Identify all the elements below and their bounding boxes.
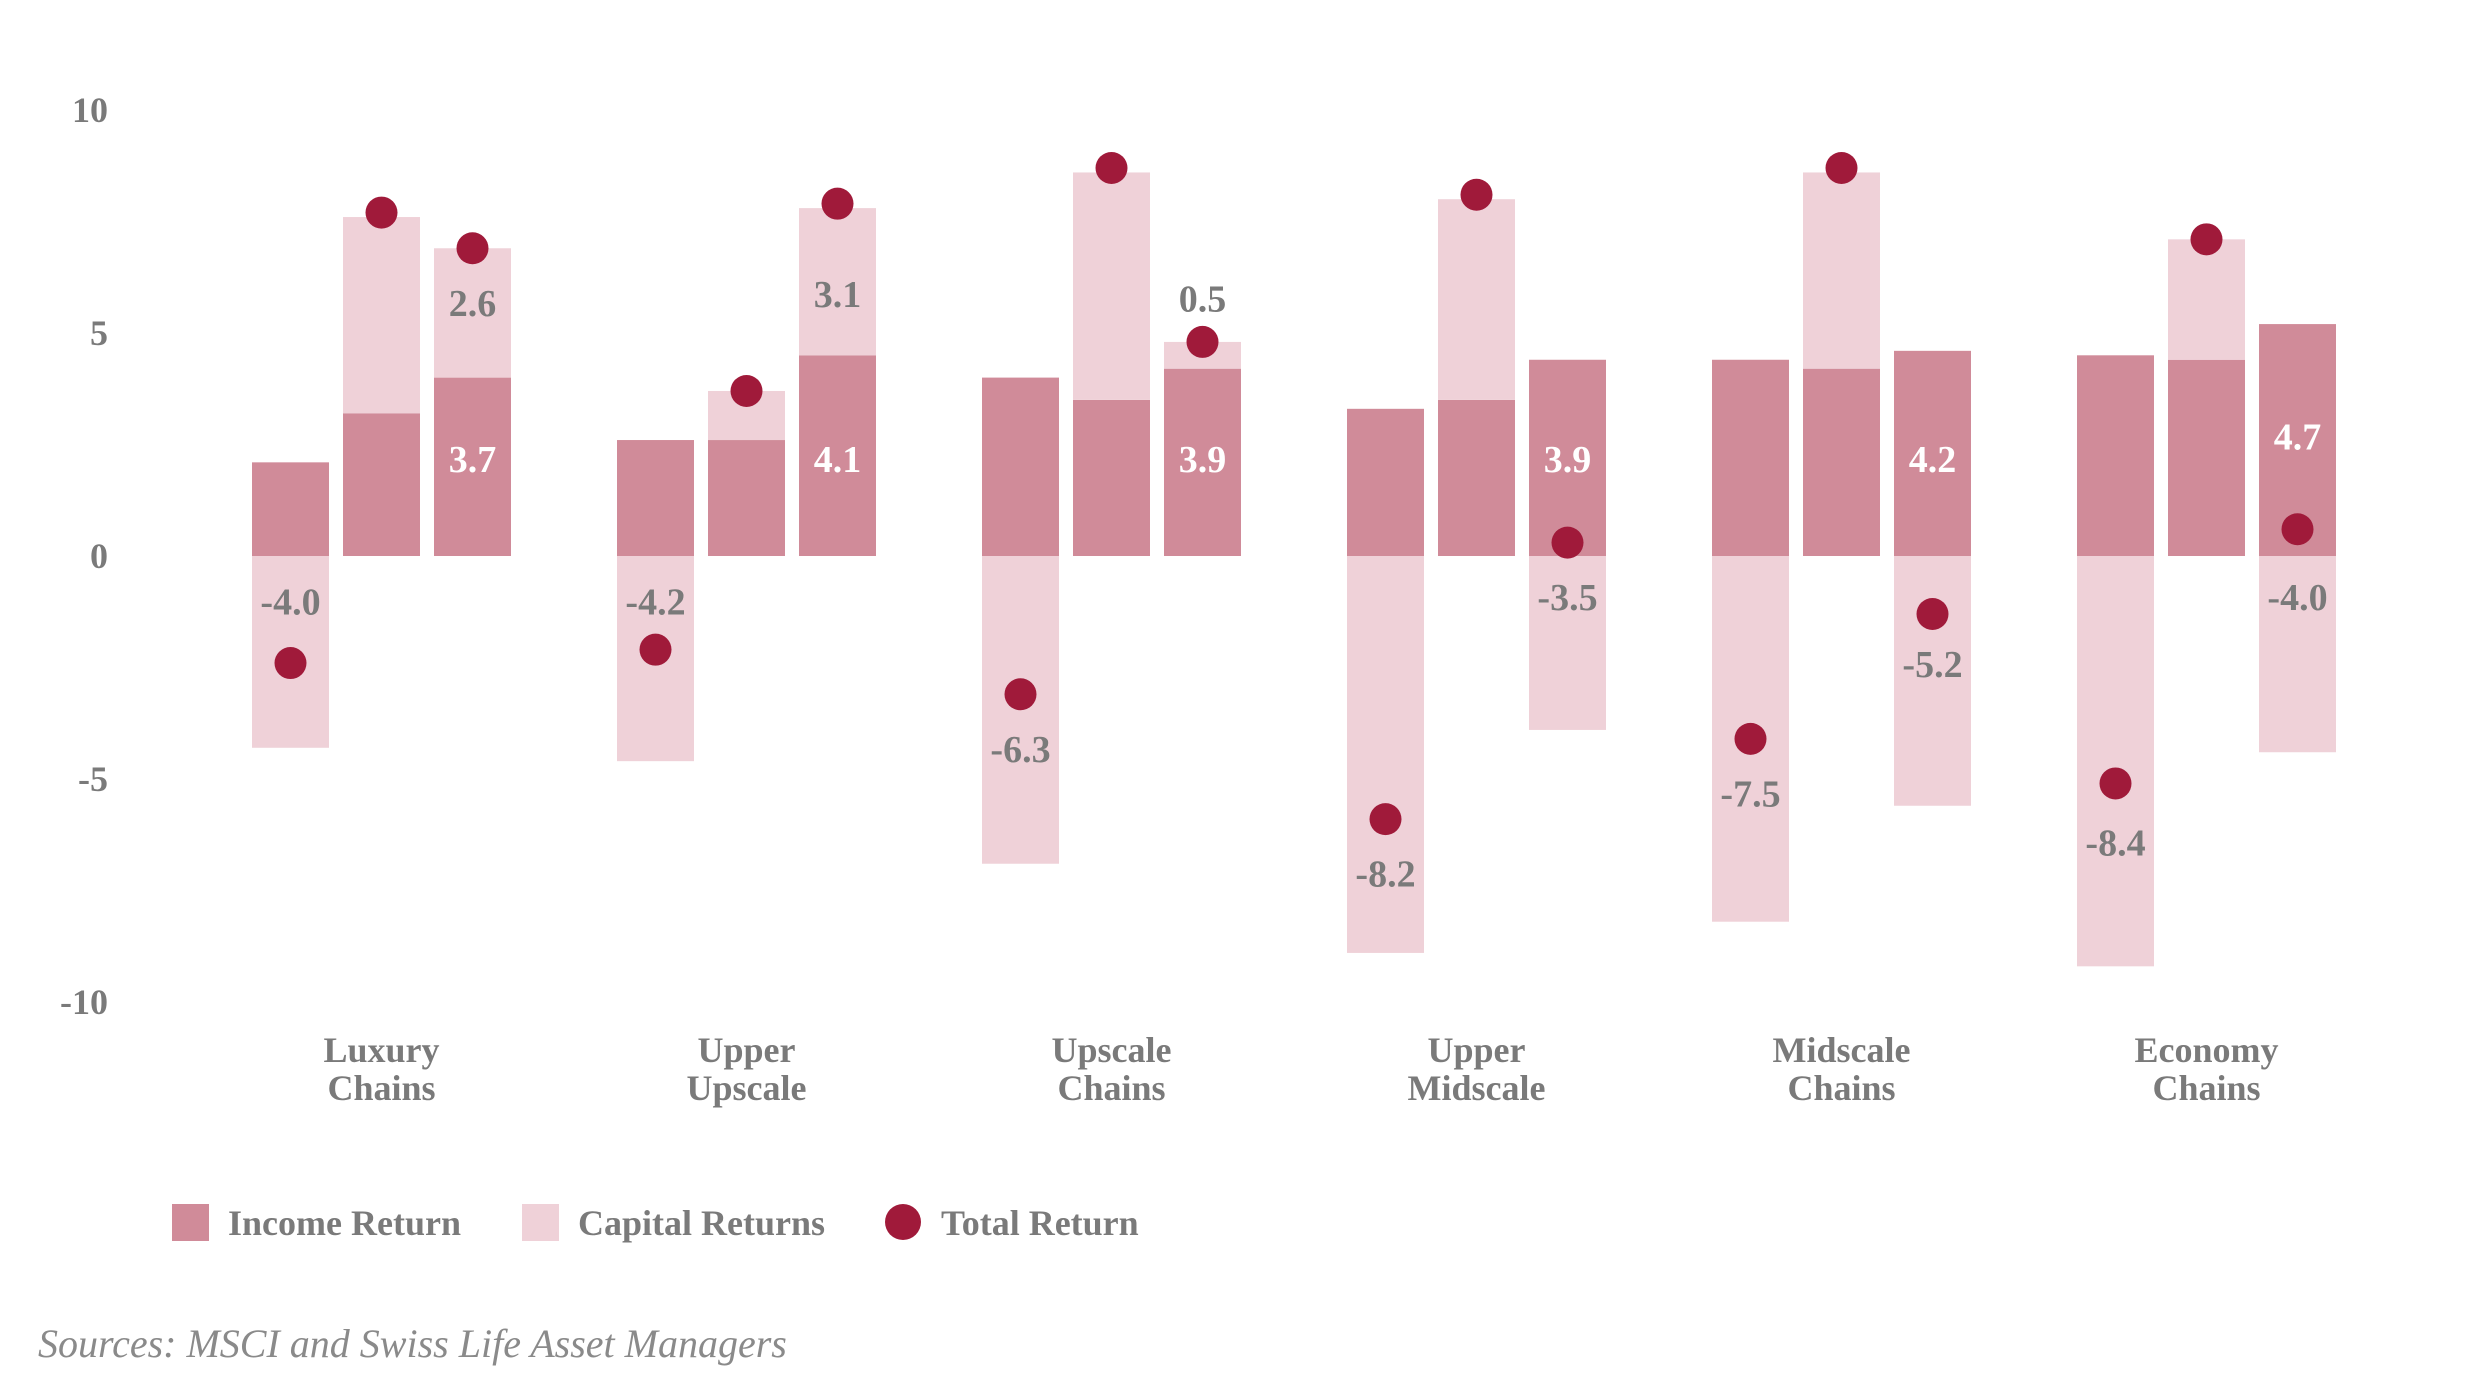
category-label-line1: Upscale — [1052, 1030, 1172, 1070]
capital-bar — [343, 217, 420, 414]
category-label-line1: Upper — [698, 1030, 796, 1070]
total-return-point — [456, 232, 489, 265]
category-label-line2: Chains — [2152, 1068, 2260, 1108]
income-bar — [1347, 408, 1424, 556]
income-bar — [1803, 368, 1880, 556]
capital-bar — [2077, 556, 2154, 967]
legend-label: Total Return — [941, 1203, 1139, 1243]
total-return-point — [1186, 325, 1219, 358]
category-label-line2: Chains — [327, 1068, 435, 1108]
category-label-line1: Luxury — [323, 1030, 439, 1070]
legend-label: Income Return — [228, 1203, 461, 1243]
income-bar — [1894, 350, 1971, 556]
total-return-point — [821, 187, 854, 220]
capital-value-label: -4.2 — [625, 582, 685, 624]
total-return-point — [1916, 597, 1949, 630]
income-bar — [799, 355, 876, 556]
source-note: Sources: MSCI and Swiss Life Asset Manag… — [38, 1321, 787, 1366]
capital-value-label: 2.6 — [449, 283, 497, 325]
capital-value-label: -4.0 — [260, 582, 320, 624]
y-tick-label: 5 — [90, 313, 108, 353]
y-tick-label: 10 — [72, 90, 108, 130]
capital-bar — [1073, 172, 1150, 400]
y-tick-label: 0 — [90, 536, 108, 576]
total-return-point — [1004, 678, 1037, 711]
capital-bar — [1529, 556, 1606, 730]
income-value-label: 4.2 — [1909, 439, 1957, 481]
income-bar — [2077, 355, 2154, 556]
income-bar — [1164, 368, 1241, 556]
category-label-line2: Chains — [1057, 1068, 1165, 1108]
income-bar — [343, 413, 420, 556]
capital-value-label: -8.4 — [2085, 822, 2145, 864]
capital-bar — [1438, 199, 1515, 400]
capital-bar — [2168, 239, 2245, 360]
total-return-point — [730, 374, 763, 407]
total-return-point — [2190, 223, 2223, 256]
total-return-point — [639, 633, 672, 666]
category-label-line2: Chains — [1787, 1068, 1895, 1108]
income-bar — [617, 440, 694, 556]
income-bar — [708, 440, 785, 556]
capital-bar — [1894, 556, 1971, 806]
total-return-point — [365, 196, 398, 229]
income-value-label: 3.9 — [1544, 439, 1592, 481]
total-return-point — [1734, 722, 1767, 755]
legend-marker-capital-returns — [522, 1204, 559, 1241]
income-bar — [1438, 399, 1515, 556]
total-return-point — [274, 647, 307, 680]
income-bar — [1712, 359, 1789, 556]
capital-value-label: -6.3 — [990, 729, 1050, 771]
y-tick-label: -10 — [60, 982, 108, 1022]
income-bar — [1073, 399, 1150, 556]
total-return-point — [1460, 178, 1493, 211]
capital-bar — [1347, 556, 1424, 953]
total-return-point — [1551, 526, 1584, 559]
capital-value-label: -5.2 — [1902, 644, 1962, 686]
income-bar — [434, 377, 511, 556]
capital-bar — [434, 248, 511, 378]
total-return-point — [1369, 803, 1402, 836]
income-value-label: 4.7 — [2274, 417, 2322, 459]
total-return-point — [2281, 513, 2314, 546]
category-label-line1: Upper — [1428, 1030, 1526, 1070]
income-value-label: 4.1 — [814, 439, 862, 481]
capital-bar — [2259, 556, 2336, 753]
income-value-label: 3.7 — [449, 439, 497, 481]
capital-bar — [1803, 172, 1880, 369]
capital-value-label: -8.2 — [1355, 854, 1415, 896]
income-bar — [982, 377, 1059, 556]
capital-value-label: 0.5 — [1179, 278, 1227, 320]
income-bar — [2168, 359, 2245, 556]
capital-bar — [799, 208, 876, 356]
capital-value-label: -3.5 — [1537, 577, 1597, 619]
capital-value-label: 3.1 — [814, 274, 862, 316]
category-label-line2: Upscale — [687, 1068, 807, 1108]
total-return-point — [2099, 767, 2132, 800]
category-label-line2: Midscale — [1408, 1068, 1546, 1108]
legend-marker-total-return — [885, 1204, 921, 1240]
total-return-point — [1095, 151, 1128, 184]
income-bar — [1529, 359, 1606, 556]
income-bar — [252, 462, 329, 556]
category-label-line1: Economy — [2135, 1030, 2279, 1070]
category-label-line1: Midscale — [1773, 1030, 1911, 1070]
capital-value-label: -7.5 — [1720, 773, 1780, 815]
legend-marker-income-return — [172, 1204, 209, 1241]
capital-value-label: -4.0 — [2267, 577, 2327, 619]
legend-label: Capital Returns — [578, 1203, 825, 1243]
y-tick-label: -5 — [78, 759, 108, 799]
total-return-point — [1825, 151, 1858, 184]
income-value-label: 3.9 — [1179, 439, 1227, 481]
